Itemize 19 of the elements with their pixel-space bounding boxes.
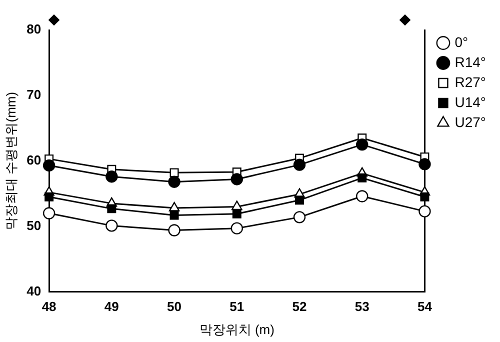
legend-label: 0° [454,34,468,50]
x-tick-label: 49 [104,299,119,314]
legend-label: U14° [454,94,486,110]
x-tick-label: 50 [167,299,182,314]
x-axis-title: 막장위치 (m) [199,322,274,337]
legend-label: R27° [454,74,486,90]
y-tick-label: 60 [26,152,42,168]
x-tick-label: 52 [292,299,307,314]
legend-label: R14° [454,54,486,70]
x-tick-label: 53 [354,299,370,314]
y-axis-title: 막장최대 수평변위(mm) [3,92,18,230]
x-tick-label: 51 [230,299,244,314]
x-tick-label: 54 [417,299,433,314]
y-tick-label: 50 [26,218,42,233]
y-tick-label: 70 [26,87,42,102]
y-tick-label: 80 [26,22,42,37]
y-tick-label: 40 [26,283,42,298]
x-tick-label: 48 [42,299,56,314]
legend-label: U27° [454,114,486,130]
